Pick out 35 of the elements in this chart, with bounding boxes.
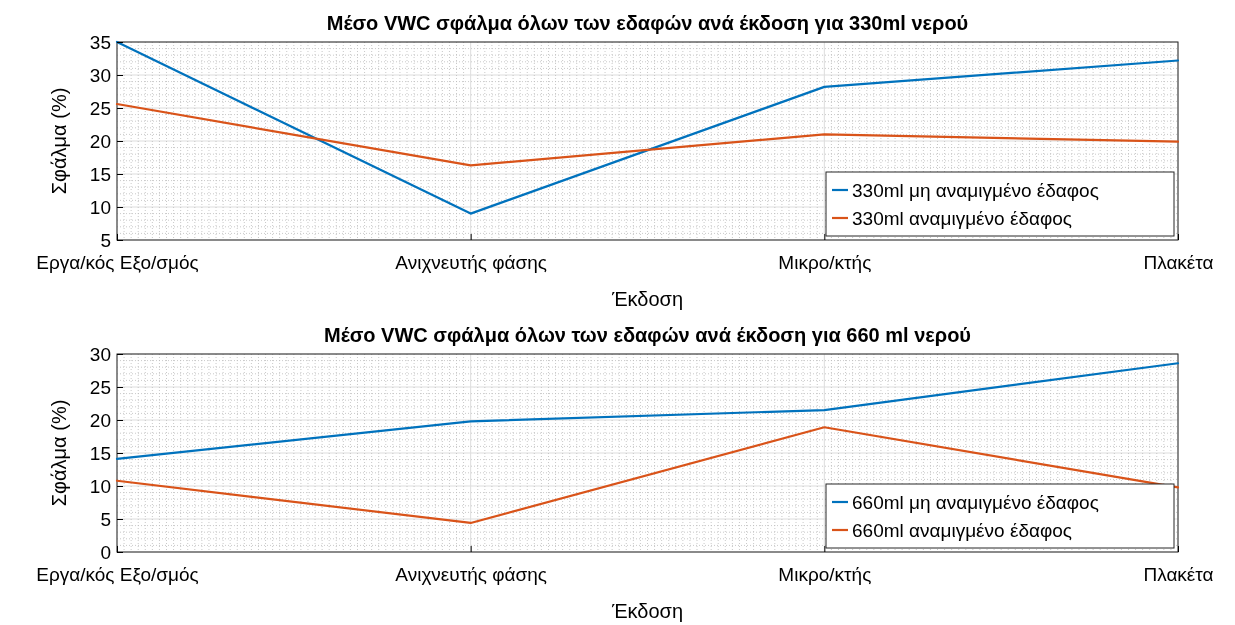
y-tick-label: 25 bbox=[89, 376, 111, 398]
y-tick-label: 10 bbox=[89, 475, 111, 497]
x-tick-label: Μικρο/κτής bbox=[778, 252, 872, 274]
y-tick-label: 20 bbox=[89, 409, 111, 431]
x-tick-label: Ανιχνευτής φάσης bbox=[395, 564, 547, 586]
line-series bbox=[115, 362, 1180, 461]
y-tick-label: 35 bbox=[89, 31, 111, 53]
x-tick-label: Μικρο/κτής bbox=[778, 564, 872, 586]
x-tick-label: Ανιχνευτής φάσης bbox=[395, 252, 547, 274]
x-tick-label: Εργα/κός Εξο/σμός bbox=[36, 252, 199, 274]
x-axis-title: Έκδοση bbox=[610, 288, 684, 310]
x-tick-label: Εργα/κός Εξο/σμός bbox=[36, 564, 199, 586]
y-axis-title: Σφάλμα (%) bbox=[48, 87, 70, 195]
legend-label: 660ml αναμιγμένο έδαφος bbox=[852, 520, 1073, 541]
legend-label: 660ml μη αναμιγμένο έδαφος bbox=[852, 492, 1099, 513]
legend-label: 330ml μη αναμιγμένο έδαφος bbox=[852, 180, 1099, 201]
y-tick-label: 15 bbox=[89, 163, 111, 185]
x-tick-label: Πλακέτα bbox=[1143, 252, 1214, 274]
x-tick-label: Πλακέτα bbox=[1143, 564, 1214, 586]
x-axis-title: Έκδοση bbox=[610, 600, 684, 622]
y-tick-label: 10 bbox=[89, 196, 111, 218]
line-series bbox=[115, 102, 1180, 167]
y-tick-label: 5 bbox=[100, 508, 111, 530]
y-tick-label: 25 bbox=[89, 97, 111, 119]
chart-title: Μέσο VWC σφάλμα όλων των εδαφών ανά έκδοση για 660 ml νερού bbox=[323, 324, 972, 346]
y-tick-label: 5 bbox=[100, 229, 111, 251]
y-tick-label: 15 bbox=[89, 442, 111, 464]
y-tick-label: 0 bbox=[100, 541, 111, 563]
y-axis-title: Σφάλμα (%) bbox=[48, 399, 70, 507]
line-series bbox=[115, 426, 1180, 525]
legend-label: 330ml αναμιγμένο έδαφος bbox=[852, 208, 1073, 229]
y-tick-label: 20 bbox=[89, 130, 111, 152]
chart-title: Μέσο VWC σφάλμα όλων των εδαφών ανά έκδοση για 330ml νερού bbox=[326, 12, 969, 34]
y-tick-label: 30 bbox=[89, 343, 111, 365]
y-tick-label: 30 bbox=[89, 64, 111, 86]
